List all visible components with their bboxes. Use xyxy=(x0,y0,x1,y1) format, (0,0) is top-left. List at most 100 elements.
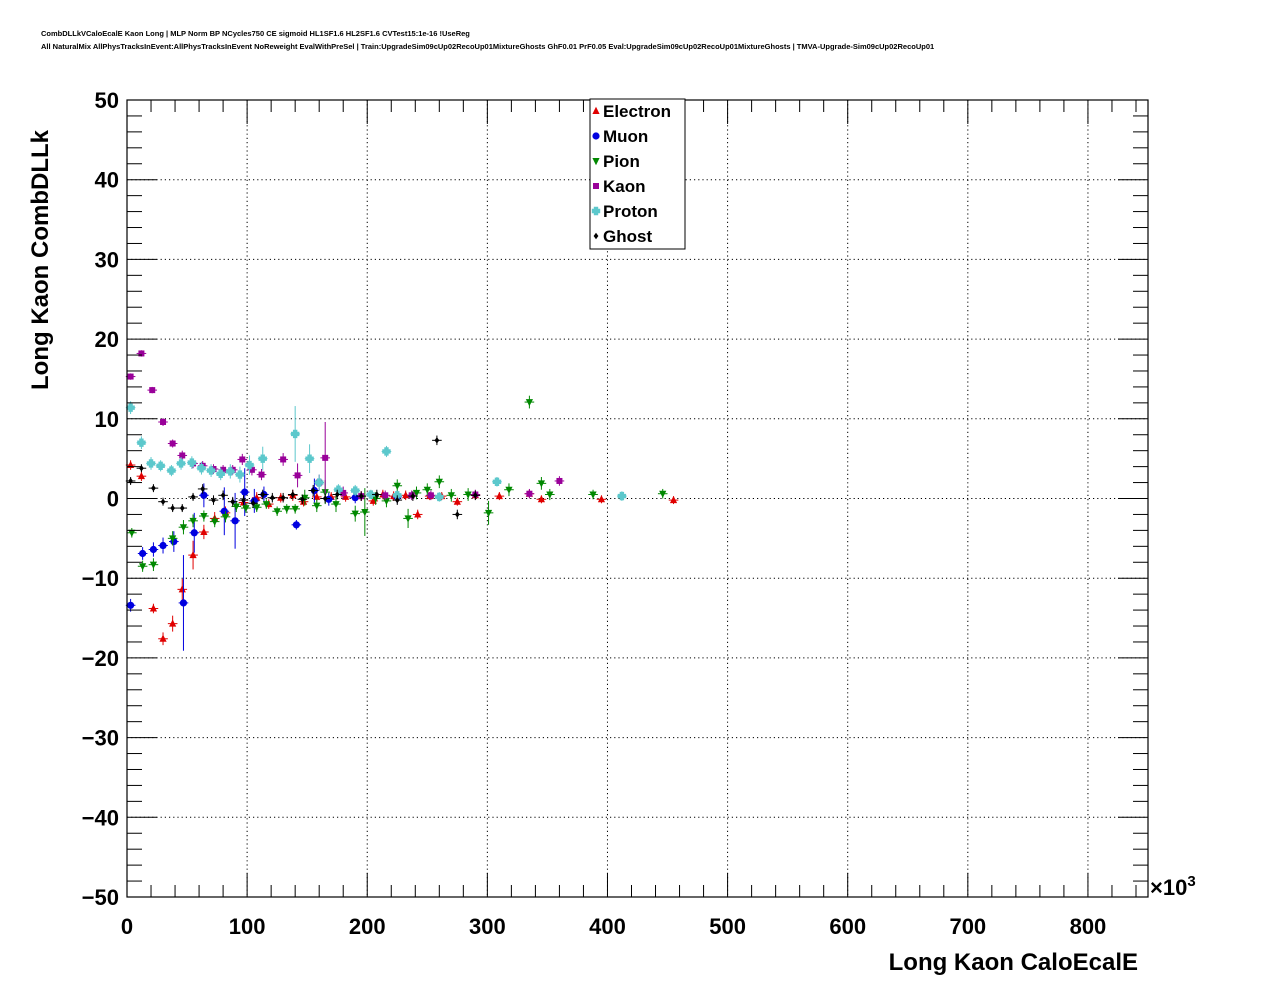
pion-marker xyxy=(200,513,208,521)
electron-marker xyxy=(669,495,678,504)
muon-marker xyxy=(139,549,147,558)
muon-point xyxy=(158,537,168,554)
legend-label-ghost: Ghost xyxy=(603,227,652,246)
electron-marker xyxy=(369,496,377,504)
pion-point xyxy=(127,527,137,538)
ghost-marker xyxy=(151,484,156,492)
ghost-point xyxy=(248,498,258,509)
electron-point xyxy=(177,578,188,600)
proton-marker xyxy=(216,469,225,478)
proton-marker xyxy=(351,486,360,495)
x-tick-label: 400 xyxy=(589,914,626,939)
legend-box xyxy=(589,98,686,250)
muon-marker xyxy=(127,601,135,609)
proton-marker xyxy=(366,490,376,499)
ghost-point xyxy=(372,489,382,500)
x-axis-multiplier-base: ×10 xyxy=(1150,875,1187,900)
ghost-marker xyxy=(410,492,416,500)
pion-point xyxy=(446,488,457,502)
legend-item-proton: Proton xyxy=(591,202,658,221)
pion-marker xyxy=(273,508,281,516)
pion-point xyxy=(545,488,555,501)
electron-marker xyxy=(402,491,410,499)
x-axis-multiplier: ×103 xyxy=(1150,873,1196,900)
pion-point xyxy=(504,483,514,497)
ghost-point xyxy=(287,489,298,500)
proton-point xyxy=(304,444,315,473)
pion-marker xyxy=(505,486,513,494)
pion-marker xyxy=(412,489,421,498)
ghost-marker xyxy=(374,491,380,498)
kaon-marker xyxy=(179,452,186,459)
ghost-marker xyxy=(299,496,305,503)
ghost-marker xyxy=(200,485,206,493)
legend-marker-ghost xyxy=(593,232,599,240)
y-tick-label: −10 xyxy=(82,566,119,591)
legend-label-electron: Electron xyxy=(603,102,671,121)
electron-point xyxy=(536,495,547,504)
proton-marker xyxy=(382,447,391,456)
kaon-point xyxy=(177,450,188,461)
kaon-marker xyxy=(340,489,347,496)
proton-marker xyxy=(187,458,197,467)
proton-marker xyxy=(245,460,254,470)
legend-label-kaon: Kaon xyxy=(603,177,646,196)
proton-point xyxy=(617,491,627,501)
pion-point xyxy=(148,558,159,572)
proton-point xyxy=(235,466,245,483)
proton-point xyxy=(187,456,197,470)
pion-point xyxy=(350,505,361,522)
kaon-marker xyxy=(382,492,389,499)
legend-marker-muon xyxy=(592,132,600,140)
muon-marker xyxy=(292,521,300,529)
ghost-point xyxy=(188,492,198,501)
title-line-2: All NaturalMix AllPhysTracksInEvent:AllP… xyxy=(41,42,935,51)
ghost-marker xyxy=(454,511,460,518)
title-line-1: CombDLLkVCaloEcalE Kaon Long | MLP Norm … xyxy=(41,29,470,38)
ghost-marker xyxy=(434,437,440,444)
ghost-point xyxy=(408,491,418,501)
ghost-marker xyxy=(170,504,176,512)
proton-marker xyxy=(314,478,324,487)
proton-point xyxy=(257,446,268,471)
proton-point xyxy=(196,461,207,475)
y-tick-label: 10 xyxy=(95,407,119,432)
legend-item-pion: Pion xyxy=(592,152,640,171)
ghost-marker xyxy=(230,498,236,505)
electron-marker xyxy=(597,495,606,503)
kaon-point xyxy=(524,488,535,499)
legend-label-proton: Proton xyxy=(603,202,658,221)
muon-point xyxy=(137,547,148,560)
pion-point xyxy=(434,475,445,489)
electron-marker xyxy=(169,619,177,627)
axis-ticks xyxy=(126,99,1148,898)
x-tick-label: 500 xyxy=(709,914,746,939)
series-electron xyxy=(125,460,679,646)
muon-marker xyxy=(231,517,239,525)
muon-point xyxy=(199,483,209,508)
legend-item-electron: Electron xyxy=(592,102,671,121)
proton-point xyxy=(206,464,216,477)
muon-marker xyxy=(325,495,333,503)
pion-point xyxy=(272,506,282,517)
pion-marker xyxy=(404,515,412,523)
pion-point xyxy=(524,395,535,409)
ghost-point xyxy=(177,504,188,513)
pion-point xyxy=(657,488,668,499)
electron-point xyxy=(136,471,147,481)
series-proton xyxy=(125,401,627,502)
proton-point xyxy=(492,476,502,487)
ghost-marker xyxy=(260,491,266,498)
ghost-marker xyxy=(190,493,196,501)
proton-point xyxy=(350,484,361,497)
kaon-point xyxy=(136,350,147,357)
proton-marker xyxy=(197,464,206,473)
kaon-marker xyxy=(248,466,255,473)
kaon-marker xyxy=(169,440,176,447)
muon-point xyxy=(169,531,179,552)
pion-point xyxy=(209,516,220,528)
muon-marker xyxy=(190,529,198,537)
y-tick-label: −40 xyxy=(82,805,119,830)
muon-marker xyxy=(179,599,188,607)
